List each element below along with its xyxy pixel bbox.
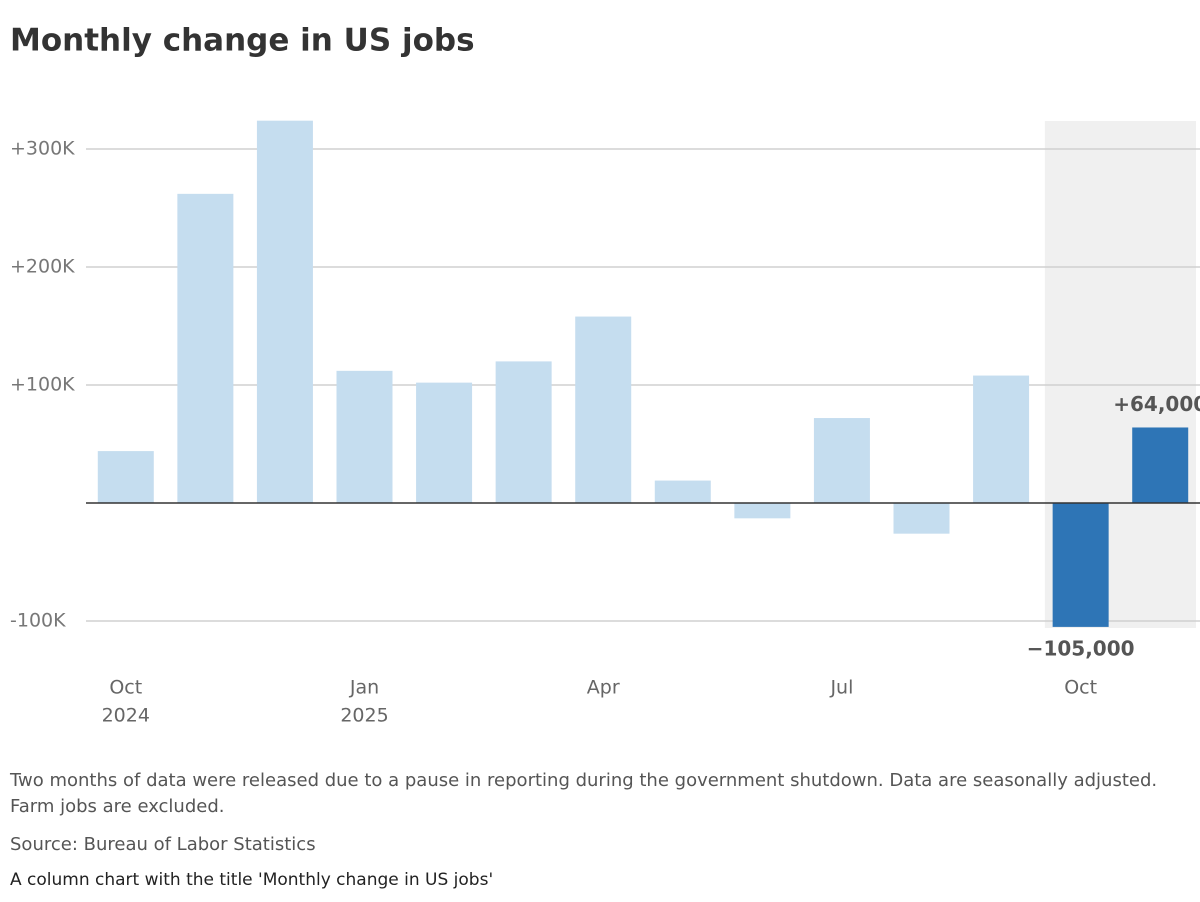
y-tick-label: +100K (10, 374, 75, 396)
x-tick-label: Oct (1064, 677, 1097, 699)
y-tick-label: -100K (10, 610, 66, 632)
x-tick-label: Jan (349, 677, 379, 699)
bar (495, 361, 552, 503)
bar (416, 382, 473, 503)
y-tick-label: +200K (10, 256, 75, 278)
bar (575, 316, 632, 503)
value-label: −105,000 (1027, 636, 1135, 660)
bar (177, 193, 234, 503)
note: Two months of data were released due to … (10, 770, 1158, 817)
y-tick-label: +300K (10, 138, 75, 160)
description: A column chart with the title 'Monthly c… (10, 870, 494, 890)
bar (256, 120, 313, 504)
bar (973, 375, 1030, 503)
x-tick-label: Jul (829, 677, 853, 699)
x-tick-sublabel: 2024 (102, 705, 150, 727)
chart: Monthly change in US jobs -100K +100K +200… (10, 23, 1200, 727)
source: Source: Bureau of Labor Statistics (10, 834, 316, 855)
bar (734, 503, 791, 519)
x-tick-label: Apr (587, 677, 620, 699)
value-label: +64,000 (1113, 392, 1200, 416)
x-tick-sublabel: 2025 (340, 705, 388, 727)
chart-title: Monthly change in US jobs (10, 23, 475, 59)
bar (336, 370, 393, 503)
bar (813, 418, 870, 503)
bar (1052, 503, 1109, 627)
bar (654, 480, 711, 503)
x-tick-label: Oct (109, 677, 142, 699)
bar (893, 503, 950, 534)
bar (1132, 427, 1189, 503)
bar (97, 451, 154, 503)
